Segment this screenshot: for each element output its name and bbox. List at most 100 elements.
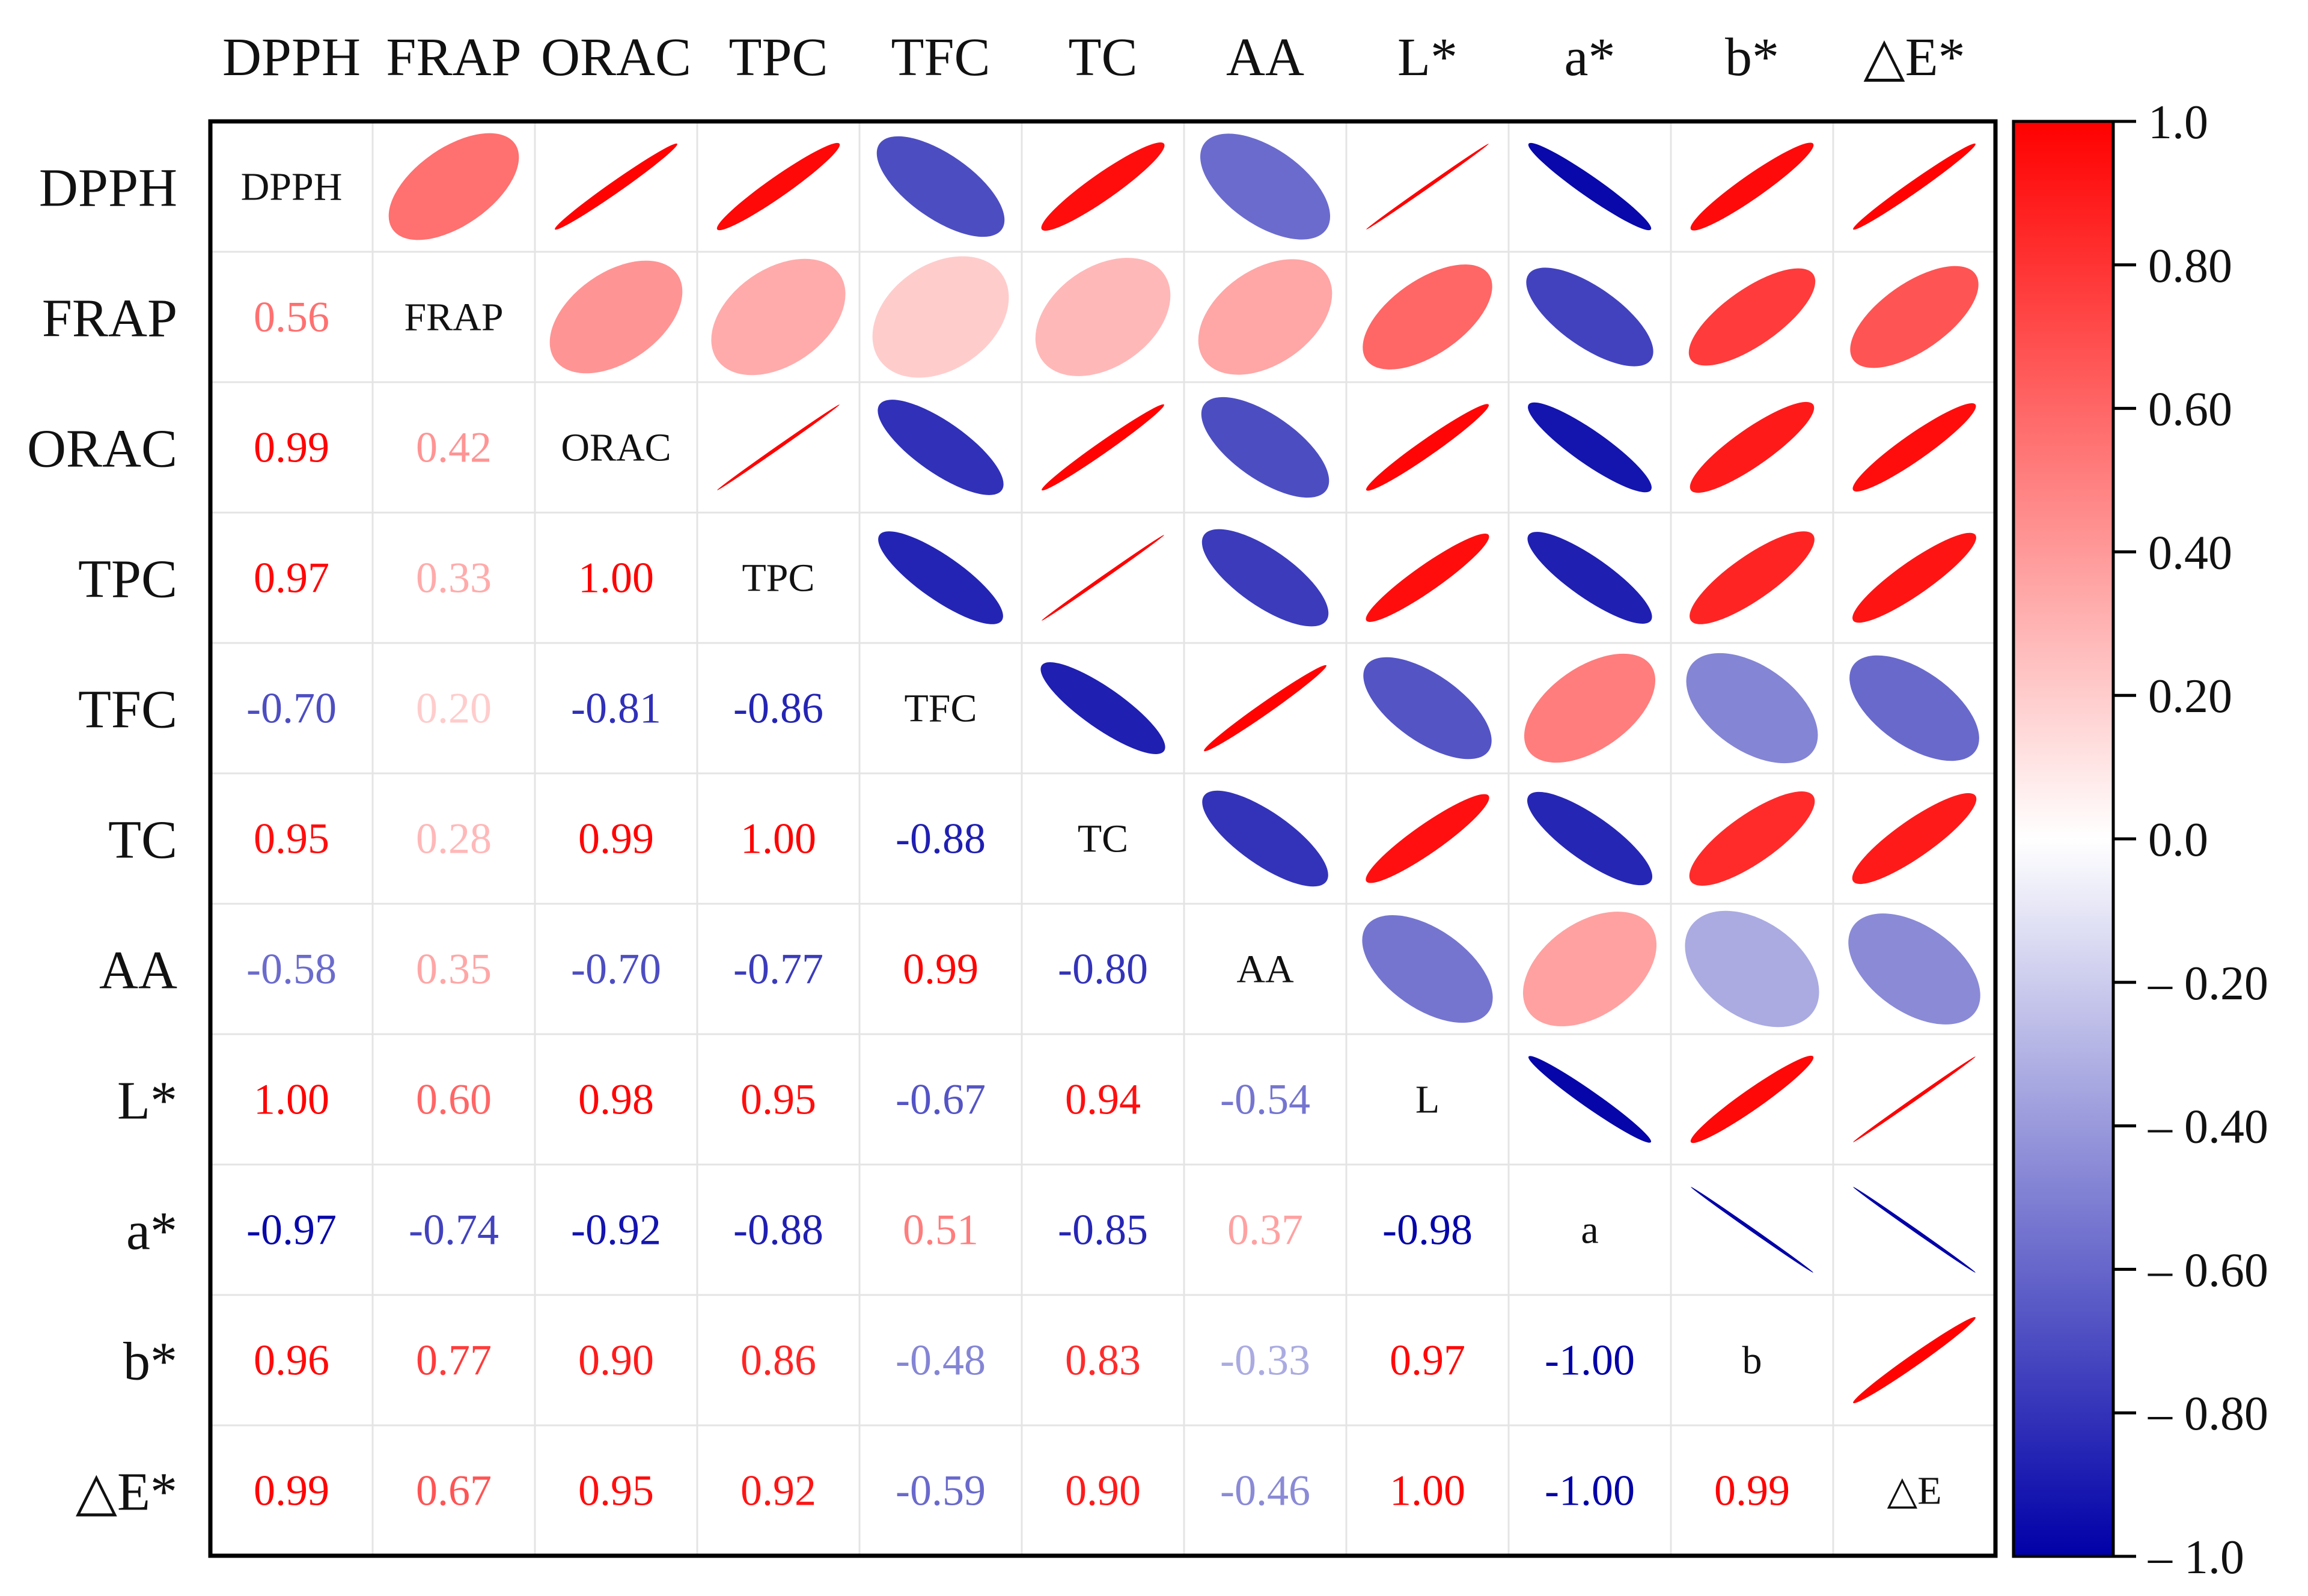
row-label: △E* [76,1463,177,1522]
correlation-ellipse [1363,264,1492,370]
column-label: TFC [891,28,990,87]
correlation-value: 0.67 [416,1467,492,1515]
correlation-value: -0.33 [1220,1336,1310,1384]
correlation-ellipse [1686,653,1818,764]
correlation-value: 0.77 [416,1336,492,1384]
correlation-ellipse [1690,1055,1814,1144]
correlation-ellipse [1689,791,1815,886]
diagonal-label: TC [1078,817,1128,861]
correlation-ellipse [716,142,840,231]
correlation-value: 0.95 [740,1076,816,1124]
correlation-ellipse [1527,791,1653,886]
correlation-ellipse [1690,142,1814,231]
correlation-ellipse [1204,665,1326,752]
correlation-value: 0.83 [1065,1336,1141,1384]
correlation-ellipse [1690,531,1815,624]
correlation-ellipse [1528,142,1652,231]
correlation-value: -0.97 [246,1206,337,1254]
correlation-value: 1.00 [740,815,816,863]
correlation-value: -0.74 [409,1206,499,1254]
correlation-value: 1.00 [254,1076,329,1124]
correlation-ellipse [1688,268,1816,366]
colorbar-tick-label: – 1.0 [2148,1531,2244,1584]
column-label: △E* [1863,28,1965,87]
correlation-value: -0.92 [571,1206,661,1254]
correlation-ellipse [711,258,846,376]
correlation-ellipse [1853,1187,1976,1273]
correlation-ellipse [1853,1317,1976,1404]
diagonal-label: △E [1887,1469,1941,1513]
correlation-value: -0.54 [1220,1076,1310,1124]
correlation-ellipse [1363,657,1492,760]
column-label: FRAP [386,28,521,87]
row-label: TFC [78,680,177,740]
row-label: a* [126,1202,177,1261]
correlation-value: -0.88 [896,815,986,863]
correlation-value: -0.88 [733,1206,823,1254]
correlation-value: 0.95 [254,815,329,863]
correlation-value: -0.77 [733,945,823,993]
correlation-value: -0.85 [1058,1206,1148,1254]
correlation-value: -0.46 [1220,1467,1310,1515]
correlation-value: -0.80 [1058,945,1148,993]
correlation-ellipse [878,400,1004,495]
correlation-ellipse [1041,142,1165,231]
correlation-value: -0.70 [571,945,661,993]
correlation-value: 0.56 [254,293,329,341]
column-label: L* [1397,28,1458,87]
correlation-value: -0.98 [1382,1206,1473,1254]
correlation-value: 0.60 [416,1076,492,1124]
colorbar-tick-label: 0.0 [2148,814,2208,867]
correlation-value: 0.95 [578,1467,654,1515]
correlation-ellipse [1853,143,1976,230]
correlation-ellipse [1852,532,1976,623]
correlation-value: 0.51 [903,1206,978,1254]
column-label: a* [1565,28,1616,87]
correlation-value: -0.67 [896,1076,986,1124]
correlation-value: 0.28 [416,815,492,863]
row-label: L* [117,1071,177,1131]
correlation-ellipse [1850,266,1979,368]
column-label: TPC [728,28,828,87]
correlation-value: -1.00 [1545,1336,1635,1384]
colorbar-gradient [2013,121,2113,1556]
correlation-ellipse [872,256,1009,378]
colorbar-tick-label: 0.40 [2148,526,2232,579]
correlation-ellipse [388,133,519,240]
row-label: TC [108,811,177,870]
correlation-ellipse [1853,1056,1976,1142]
correlation-ellipse [1042,404,1164,491]
correlation-ellipse [1366,144,1489,230]
correlation-ellipse [717,404,840,490]
correlation-ellipse [878,531,1003,624]
correlation-ellipse [1849,655,1979,761]
colorbar-tick-label: – 0.20 [2148,957,2268,1010]
correlation-ellipse [1526,267,1653,367]
correlation-value: 0.99 [254,424,329,472]
colorbar-tick-label: – 0.60 [2148,1244,2268,1297]
diagonal-label: TPC [742,556,814,600]
correlation-ellipse [1528,1056,1652,1143]
row-label: FRAP [42,289,177,349]
correlation-value: -0.48 [896,1336,986,1384]
correlation-ellipse [1035,258,1171,376]
correlation-value: 0.35 [416,945,492,993]
diagonal-label: L [1415,1078,1439,1122]
correlation-value: -0.59 [896,1467,986,1515]
row-label: TPC [78,550,177,609]
correlation-ellipse [555,143,677,230]
column-label: DPPH [222,28,361,87]
row-label: b* [123,1332,177,1392]
correlation-value: -0.70 [246,684,337,733]
correlation-ellipse [1522,912,1657,1026]
correlation-value: 0.20 [416,684,492,733]
correlation-value: 0.98 [578,1076,654,1124]
correlation-ellipse [1198,259,1333,375]
correlation-ellipse [1691,1187,1813,1273]
correlation-value: 0.99 [903,945,978,993]
correlation-value: -0.86 [733,684,823,733]
correlation-value: 0.42 [416,424,492,472]
diagonal-label: b [1742,1339,1762,1383]
